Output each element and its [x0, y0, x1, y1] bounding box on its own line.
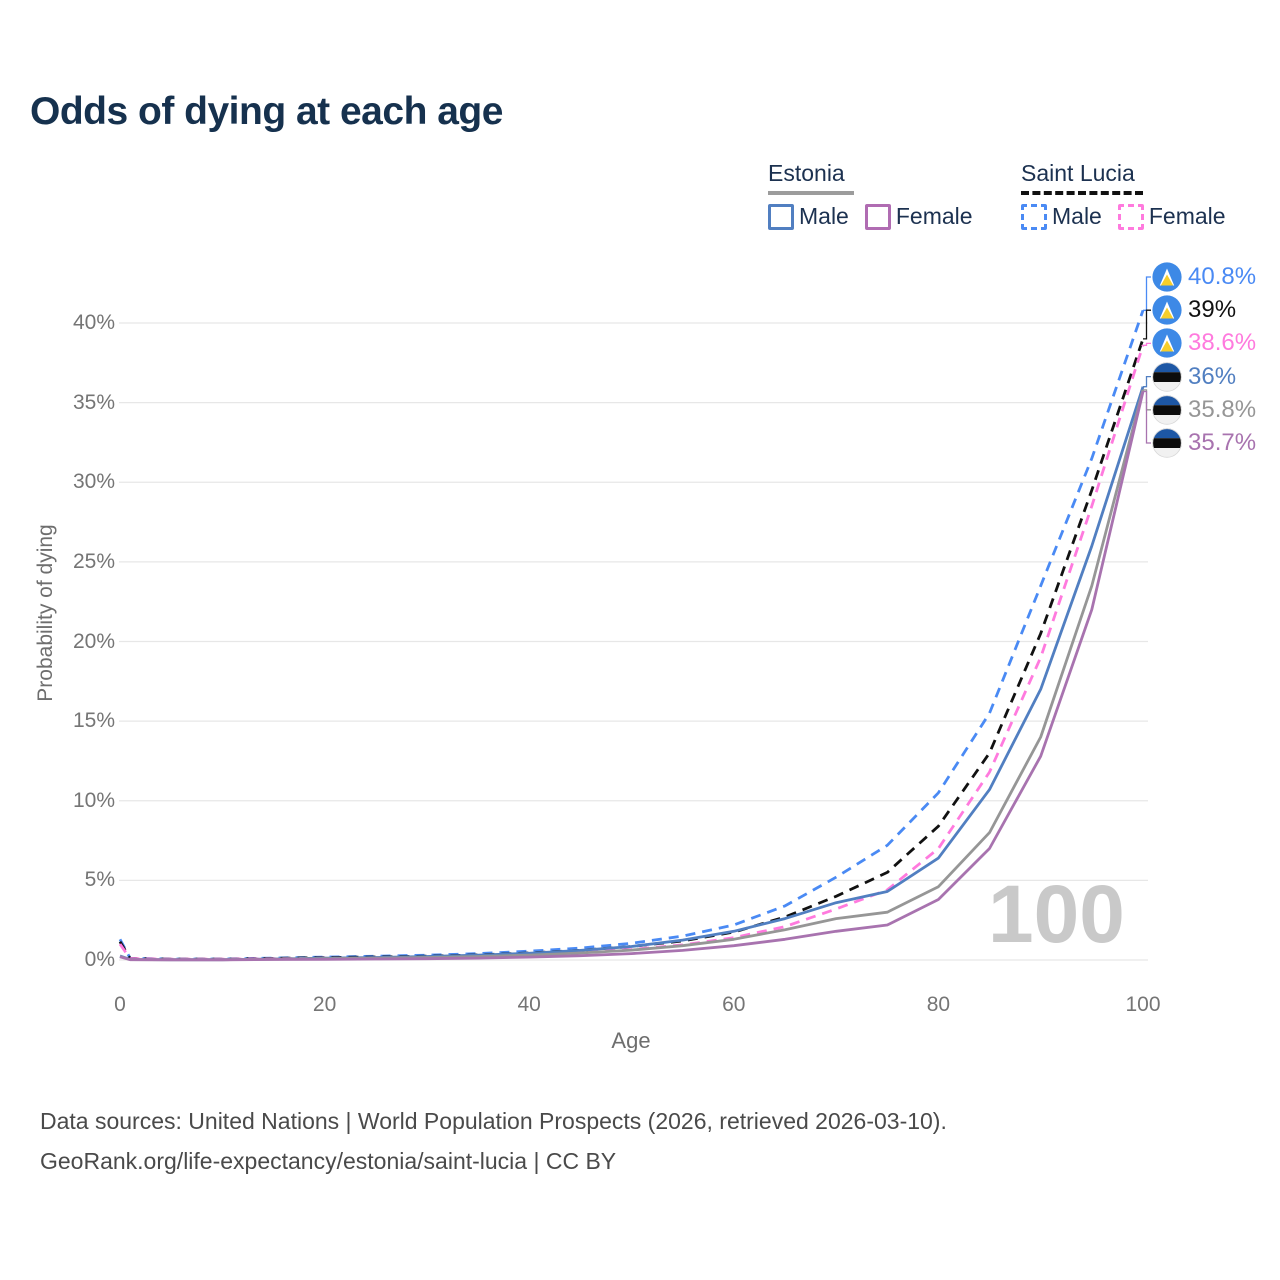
legend-country-saint-lucia[interactable]: Saint Lucia	[1021, 160, 1226, 195]
x-tick-80: 80	[926, 993, 951, 1016]
estonia-female-swatch	[864, 203, 891, 230]
data-source-note: Data sources: United Nations | World Pop…	[40, 1108, 947, 1134]
series-line-estonia-male	[119, 386, 1145, 962]
end-label-value: 36%	[1188, 362, 1237, 390]
saint-lucia-line-swatch	[1021, 191, 1143, 195]
x-tick-100: 100	[1125, 993, 1161, 1016]
series-line-estonia-female	[119, 391, 1145, 962]
end-label-value: 35.7%	[1188, 429, 1257, 456]
end-label-connector-saint-lucia-female	[1143, 342, 1151, 346]
series-line-estonia-both	[119, 389, 1145, 962]
estonia-line-swatch	[768, 191, 854, 195]
legend-item-saint-lucia-male[interactable]: Male	[1021, 203, 1102, 230]
legend-item-label: Male	[1052, 203, 1102, 229]
y-tick-40: 40%	[72, 311, 115, 334]
x-tick-40: 40	[517, 993, 541, 1016]
y-tick-30: 30%	[72, 470, 115, 494]
x-tick-20: 20	[312, 993, 337, 1016]
end-label-value: 35.8%	[1188, 395, 1257, 423]
legend-item-label: Female	[895, 203, 973, 229]
end-label-saint-lucia-female: 38.6%	[1152, 328, 1256, 358]
end-label-saint-lucia-both: 39%	[1152, 295, 1236, 325]
end-label-value: 39%	[1188, 296, 1237, 324]
saint-lucia-female-swatch	[1117, 203, 1144, 230]
saint-lucia-flag-icon	[1152, 262, 1182, 292]
end-label-connector-saint-lucia-both	[1143, 309, 1151, 340]
estonia-flag-icon	[1152, 361, 1182, 392]
legend-item-estonia-male[interactable]: Male	[768, 203, 849, 230]
y-tick-25: 25%	[72, 549, 115, 573]
y-tick-10: 10%	[72, 788, 115, 812]
saint-lucia-male-swatch	[1021, 203, 1047, 230]
legend-item-label: Male	[799, 203, 849, 229]
y-tick-0: 0%	[84, 948, 115, 971]
end-label-estonia-both: 35.8%	[1152, 395, 1256, 425]
page-title: Odds of dying at each age	[30, 90, 503, 133]
legend-item-estonia-female[interactable]: Female	[864, 203, 973, 230]
y-tick-15: 15%	[72, 709, 115, 733]
x-tick-60: 60	[722, 993, 746, 1016]
end-label-connector-estonia-female	[1143, 390, 1151, 444]
end-label-connector-estonia-male	[1143, 375, 1151, 388]
estonia-male-swatch	[768, 203, 794, 230]
series-line-saint-lucia-female	[118, 344, 1145, 961]
legend-item-label: Female	[1148, 203, 1226, 229]
estonia-flag-icon	[1152, 395, 1182, 425]
end-label-value: 38.6%	[1188, 329, 1257, 357]
x-axis-title: Age	[611, 1028, 651, 1053]
legend-country-label: Saint Lucia	[1021, 160, 1135, 186]
y-tick-35: 35%	[72, 390, 115, 414]
legend-country-label: Estonia	[768, 160, 845, 186]
legend-item-saint-lucia-female[interactable]: Female	[1117, 203, 1226, 230]
legend-group-estonia: Estonia Male Female	[768, 160, 973, 230]
end-label-value: 40.8%	[1188, 263, 1257, 290]
saint-lucia-flag-icon	[1152, 328, 1182, 358]
legend-group-saint-lucia: Saint Lucia Male Female	[1021, 160, 1226, 230]
legend-country-estonia[interactable]: Estonia	[768, 160, 973, 195]
end-label-connector-saint-lucia-male	[1143, 276, 1151, 311]
x-tick-0: 0	[114, 993, 126, 1016]
y-tick-5: 5%	[84, 868, 115, 892]
end-label-estonia-male: 36%	[1152, 361, 1237, 392]
estonia-flag-icon	[1152, 428, 1182, 458]
end-label-estonia-female: 35.7%	[1152, 428, 1256, 458]
attribution-note: GeoRank.org/life-expectancy/estonia/sain…	[40, 1148, 617, 1174]
age-watermark: 100	[988, 869, 1125, 960]
series-line-saint-lucia-male	[118, 309, 1145, 961]
series-line-saint-lucia-both	[118, 338, 1145, 961]
saint-lucia-flag-icon	[1152, 295, 1182, 325]
y-tick-20: 20%	[72, 629, 115, 653]
end-label-saint-lucia-male: 40.8%	[1152, 262, 1256, 292]
